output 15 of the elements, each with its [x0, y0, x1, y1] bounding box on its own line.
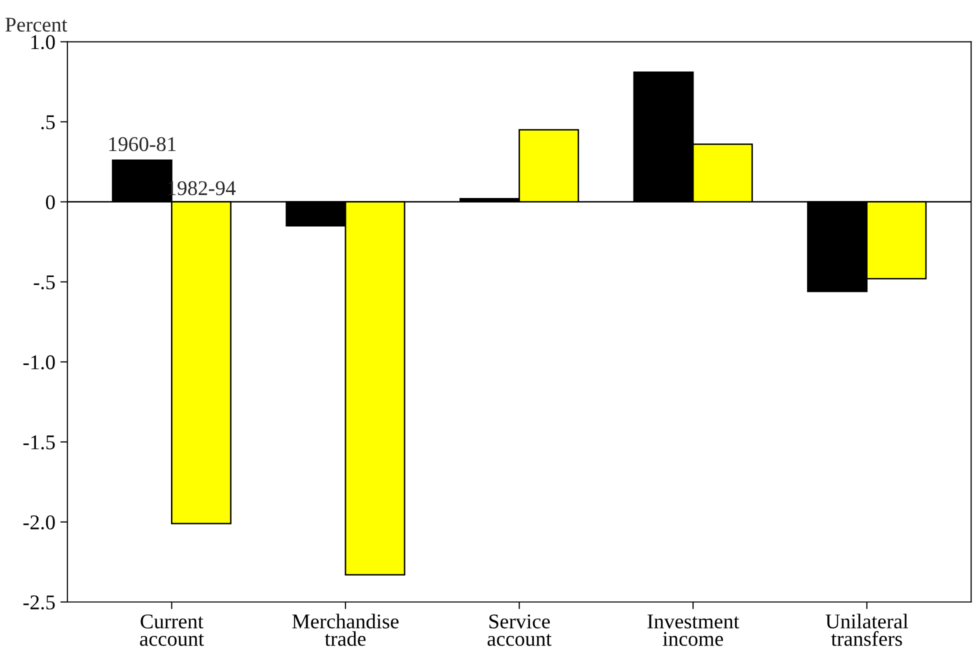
y-tick-label: 0 — [46, 195, 55, 210]
x-tick-label: Merchandise trade — [292, 614, 399, 646]
y-axis-title: Percent — [5, 18, 68, 32]
x-tick-label: Unilateral transfers — [826, 614, 908, 646]
y-tick-label: .5 — [41, 115, 55, 130]
y-tick-label: 1.0 — [31, 35, 55, 50]
x-tick-label: Investment income — [648, 614, 740, 646]
y-tick-label: -2.5 — [23, 595, 55, 610]
y-tick-label: -.5 — [34, 275, 55, 290]
y-tick-label: -1.5 — [23, 435, 55, 450]
series-label: 1960-81 — [109, 137, 176, 152]
x-tick-label: Current account — [140, 614, 204, 646]
y-tick-label: -1.0 — [23, 355, 55, 370]
y-tick-label: -2.0 — [23, 515, 55, 530]
x-tick-label: Service account — [488, 614, 552, 646]
